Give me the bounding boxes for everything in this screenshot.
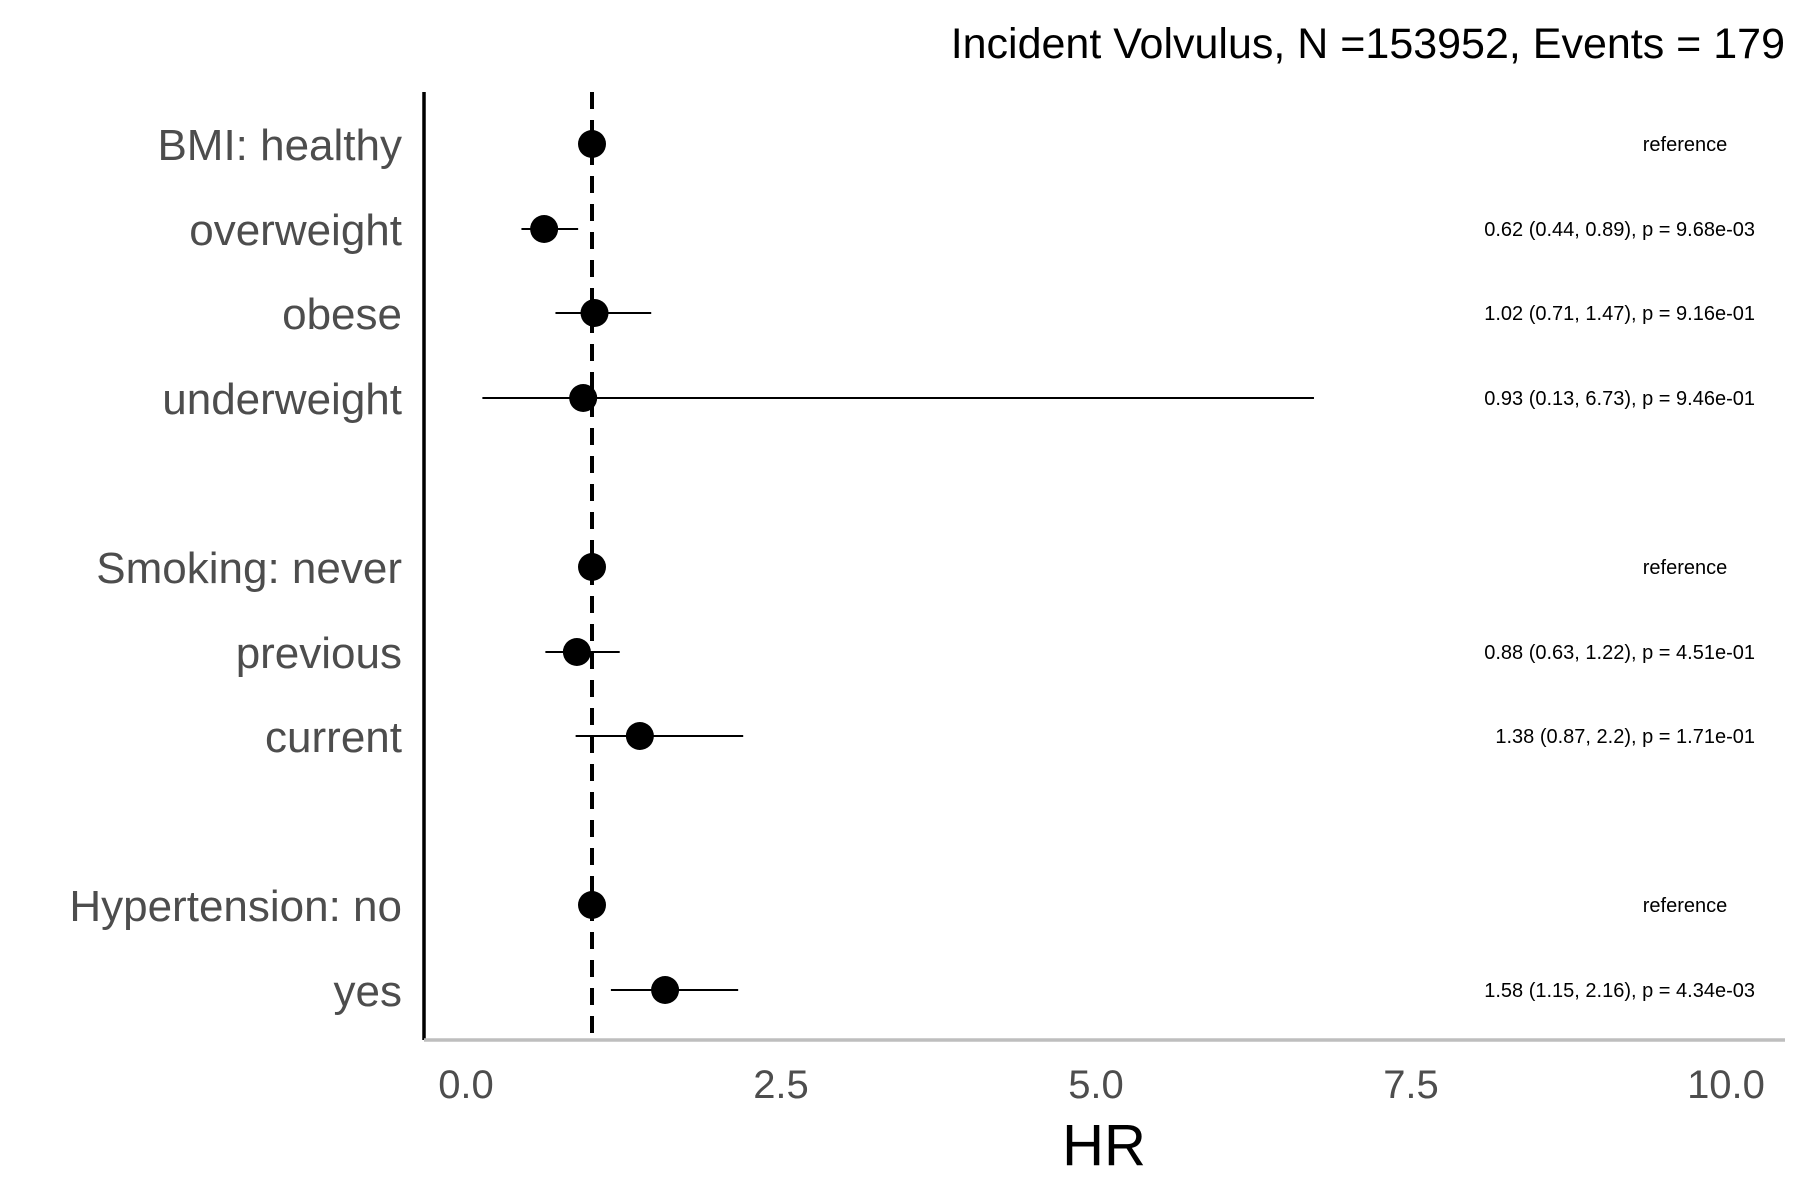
hr-point <box>625 722 654 750</box>
row-label: underweight <box>162 375 402 424</box>
hr-point <box>530 215 559 243</box>
hr-point <box>580 299 609 327</box>
row-label: Smoking: never <box>96 544 402 593</box>
hr-point <box>578 891 606 919</box>
hr-annotation: 0.62 (0.44, 0.89), p = 9.68e-03 <box>1484 219 1755 241</box>
hr-point <box>651 976 680 1004</box>
x-tick-label: 10.0 <box>1687 1063 1765 1107</box>
x-tick-label: 2.5 <box>753 1063 809 1107</box>
hr-annotation: reference <box>1643 134 1728 156</box>
x-tick-label: 0.0 <box>438 1063 494 1107</box>
row-label: overweight <box>189 206 402 255</box>
row-label: yes <box>334 967 402 1016</box>
hr-annotation: 0.88 (0.63, 1.22), p = 4.51e-01 <box>1484 642 1755 664</box>
row-label: BMI: healthy <box>157 121 402 170</box>
row-label: current <box>265 713 402 762</box>
hr-annotation: reference <box>1643 895 1728 917</box>
hr-annotation: 1.58 (1.15, 2.16), p = 4.34e-03 <box>1484 980 1755 1002</box>
hr-annotation: 1.38 (0.87, 2.2), p = 1.71e-01 <box>1495 726 1755 748</box>
x-axis-ticks: 0.0 2.5 5.0 7.5 10.0 <box>438 1063 1765 1107</box>
x-tick-label: 5.0 <box>1068 1063 1124 1107</box>
plot-area: BMI: healthy reference overweight 0.62 (0.4… <box>69 92 1755 1040</box>
x-axis-title: HR <box>1062 1113 1146 1178</box>
hr-point <box>569 384 598 412</box>
hr-annotation: 1.02 (0.71, 1.47), p = 9.16e-01 <box>1484 303 1755 325</box>
hr-point <box>562 638 591 666</box>
x-tick-label: 7.5 <box>1383 1063 1439 1107</box>
row-label: previous <box>236 629 402 678</box>
hr-annotation: reference <box>1643 557 1728 579</box>
hr-point <box>578 130 606 158</box>
hr-point <box>578 553 606 581</box>
row-label: obese <box>282 290 402 339</box>
chart-title: Incident Volvulus, N =153952, Events = 1… <box>951 20 1785 68</box>
row-label: Hypertension: no <box>69 882 402 931</box>
hr-annotation: 0.93 (0.13, 6.73), p = 9.46e-01 <box>1484 388 1755 410</box>
